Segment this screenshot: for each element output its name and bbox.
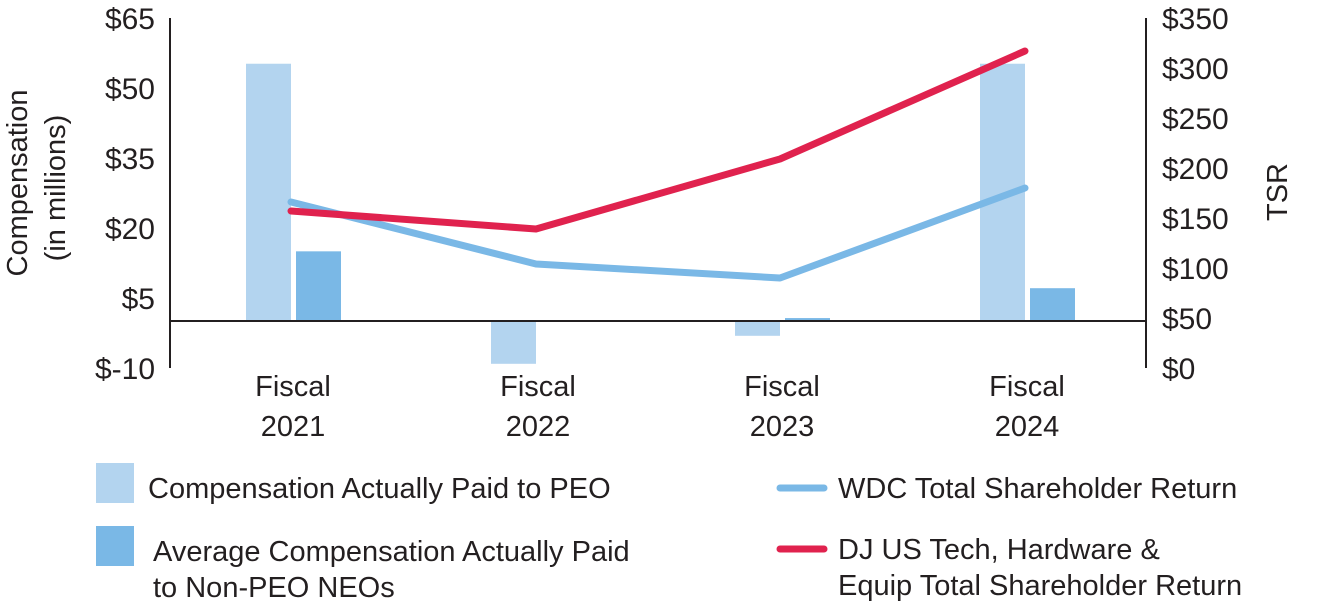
line-series	[287, 47, 1029, 282]
left-tick-label: $-10	[95, 353, 155, 386]
right-axis-ticks: $350 $300 $250 $200 $150 $100 $50 $0	[1162, 3, 1229, 386]
category-label-line2: 2021	[261, 411, 326, 443]
bar-neo	[785, 318, 830, 322]
right-tick-label: $50	[1162, 303, 1212, 336]
left-tick-label: $35	[105, 143, 155, 176]
legend-label-peo: Compensation Actually Paid to PEO	[148, 473, 611, 505]
left-tick-label: $5	[122, 283, 155, 316]
category-label-line2: 2024	[995, 411, 1060, 443]
bar-peo	[491, 321, 536, 364]
legend-label-dj-line1: DJ US Tech, Hardware &	[838, 534, 1160, 566]
right-tick-label: $300	[1162, 53, 1229, 86]
category-label-line1: Fiscal	[744, 371, 820, 403]
bar-peo	[246, 63, 291, 322]
category-label-line1: Fiscal	[255, 371, 331, 403]
left-axis-ticks: $65 $50 $35 $20 $5 $-10	[95, 3, 155, 386]
right-tick-label: $250	[1162, 103, 1229, 136]
bar-peo	[735, 321, 780, 336]
legend: Compensation Actually Paid to PEO Averag…	[96, 463, 1242, 602]
right-tick-label: $0	[1162, 353, 1195, 386]
right-tick-label: $150	[1162, 203, 1229, 236]
left-axis-title-line2: (in millions)	[40, 115, 72, 262]
category-label-line1: Fiscal	[989, 371, 1065, 403]
left-tick-label: $50	[105, 73, 155, 106]
right-tick-label: $200	[1162, 153, 1229, 186]
left-tick-label: $20	[105, 213, 155, 246]
category-label-line2: 2023	[750, 411, 815, 443]
legend-label-wdc: WDC Total Shareholder Return	[838, 473, 1237, 505]
bar-neo	[1030, 288, 1075, 322]
right-axis-title: TSR	[1262, 163, 1294, 221]
line-wdc-tsr	[287, 184, 1029, 282]
right-tick-label: $350	[1162, 3, 1229, 36]
line-dj-tsr	[287, 47, 1029, 233]
legend-label-neo-line2: to Non-PEO NEOs	[153, 572, 395, 602]
category-label-line1: Fiscal	[500, 371, 576, 403]
legend-label-dj-line2: Equip Total Shareholder Return	[838, 570, 1242, 602]
legend-label-neo-line1: Average Compensation Actually Paid	[153, 536, 630, 568]
bar-neo	[296, 251, 341, 322]
left-axis-title-line1: Compensation	[2, 90, 34, 277]
right-tick-label: $100	[1162, 253, 1229, 286]
category-labels: Fiscal 2021 Fiscal 2022 Fiscal 2023 Fiscal 2024	[255, 371, 1065, 443]
legend-swatch-neo	[96, 526, 134, 566]
legend-swatch-peo	[96, 463, 134, 503]
category-label-line2: 2022	[506, 411, 571, 443]
left-tick-label: $65	[105, 3, 155, 36]
